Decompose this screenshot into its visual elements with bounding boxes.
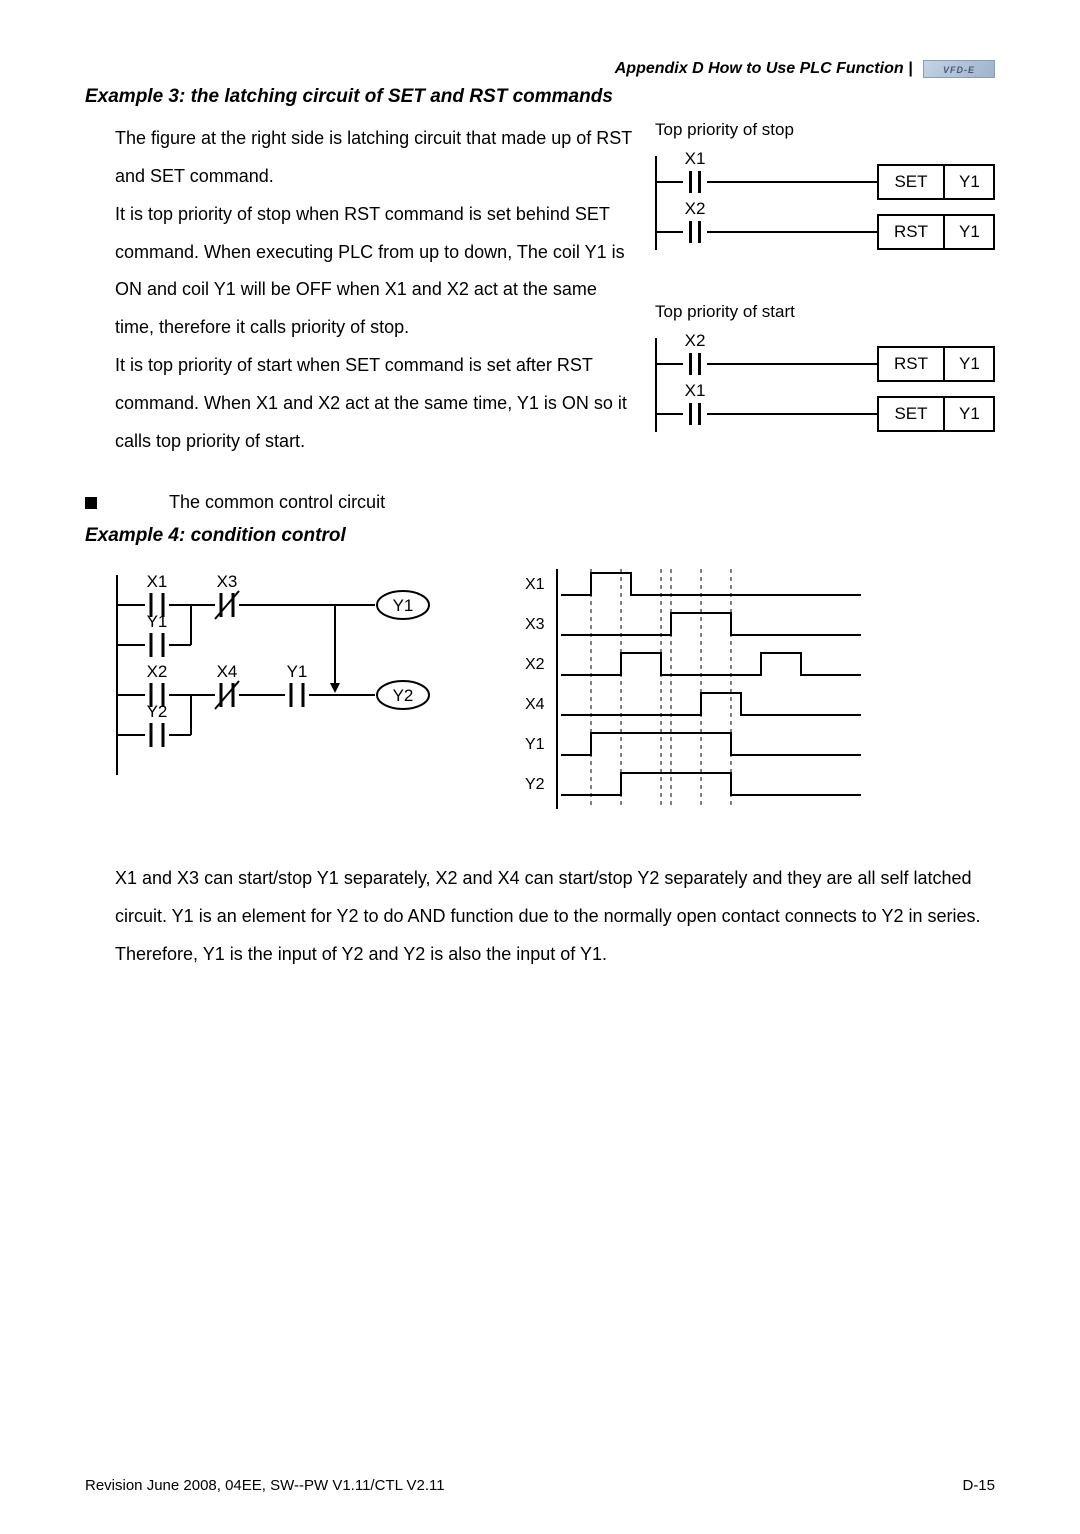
lbl: X1 [147,572,168,591]
contact-icon [683,403,707,425]
lbl: Y1 [287,662,308,681]
cmd-box: RST Y1 [877,214,995,250]
lbl: Y1 [147,612,168,631]
logo-badge: VFD-E [923,60,995,78]
contact-y1: Y1 [147,612,168,657]
lbl: X2 [147,662,168,681]
wire [707,413,877,415]
coil-y1: Y1 [393,596,414,615]
appendix-title: Appendix D How to Use PLC Function [615,60,904,77]
cmd-box: RST Y1 [877,346,995,382]
cmd-box: SET Y1 [877,396,995,432]
example4-row: X1 X3 Y1 Y1 [115,565,995,820]
lbl: X3 [217,572,238,591]
svg-text:X3: X3 [525,616,545,633]
contact-wrap: X1 [683,171,707,193]
contact-label: X1 [685,381,706,401]
lbl: X4 [217,662,238,681]
wire [655,363,683,365]
bullet-common-circuit: The common control circuit [85,492,995,513]
svg-text:Y2: Y2 [525,776,545,793]
ex3-para2: It is top priority of stop when RST comm… [115,196,635,347]
ex4-para: X1 and X3 can start/stop Y1 separately, … [115,860,995,973]
svg-text:X4: X4 [525,696,545,713]
wire [655,181,683,183]
contact-wrap: X2 [683,221,707,243]
rung-stop-1: X2 RST Y1 [655,198,995,248]
example4-ladder: X1 X3 Y1 Y1 [115,565,445,820]
cmd-box: SET Y1 [877,164,995,200]
bullet-text: The common control circuit [169,492,385,513]
wire [655,231,683,233]
rung-start-0: X2 RST Y1 [655,330,995,380]
page-header: Appendix D How to Use PLC Function | VFD… [85,60,995,78]
svg-text:X2: X2 [525,656,545,673]
example3-row: The figure at the right side is latching… [85,120,995,468]
footer-right: D-15 [962,1477,995,1494]
ladder-svg: X1 X3 Y1 Y1 [115,565,445,785]
ex3-para1: The figure at the right side is latching… [115,120,635,196]
example3-diagram-col: Top priority of stop X1 SET Y1 X2 [655,120,995,468]
example4-timing: X1 X3 X2 X4 Y1 Y2 [525,565,865,820]
ex3-para3: It is top priority of start when SET com… [115,347,635,460]
contact-y2: Y2 [147,702,168,747]
contact-label: X2 [685,199,706,219]
svg-text:Y1: Y1 [525,736,545,753]
contact-x4-nc: X4 [215,662,239,709]
contact-wrap: X2 [683,353,707,375]
cmd-label: SET [879,166,945,198]
rung-stop-0: X1 SET Y1 [655,148,995,198]
rung-start-1: X1 SET Y1 [655,380,995,430]
contact-x1: X1 [147,572,168,617]
coil-y2: Y2 [393,686,414,705]
start-priority-label: Top priority of start [655,302,995,322]
cmd-label: RST [879,348,945,380]
contact-label: X2 [685,331,706,351]
start-ladder: X2 RST Y1 X1 SET Y1 [655,330,995,440]
contact-icon [683,221,707,243]
stop-ladder: X1 SET Y1 X2 RST Y1 [655,148,995,258]
contact-wrap: X1 [683,403,707,425]
cmd-label: SET [879,398,945,430]
example4-title: Example 4: condition control [85,525,995,547]
contact-label: X1 [685,149,706,169]
lbl: Y2 [147,702,168,721]
footer-left: Revision June 2008, 04EE, SW--PW V1.11/C… [85,1477,445,1494]
stop-priority-label: Top priority of stop [655,120,995,140]
svg-text:X1: X1 [525,576,545,593]
header-divider: | [908,60,917,77]
wire [707,181,877,183]
contact-icon [683,353,707,375]
page-footer: Revision June 2008, 04EE, SW--PW V1.11/C… [85,1477,995,1494]
cmd-label: RST [879,216,945,248]
timing-svg: X1 X3 X2 X4 Y1 Y2 [525,565,865,815]
example3-text-col: The figure at the right side is latching… [85,120,635,468]
contact-x2: X2 [147,662,168,707]
example3-title: Example 3: the latching circuit of SET a… [85,86,995,108]
contact-y1b: Y1 [287,662,308,707]
cmd-out: Y1 [945,166,993,198]
wire [707,363,877,365]
bullet-square-icon [85,497,97,509]
contact-x3-nc: X3 [215,572,239,619]
cmd-out: Y1 [945,398,993,430]
wire [707,231,877,233]
contact-icon [683,171,707,193]
cmd-out: Y1 [945,348,993,380]
cmd-out: Y1 [945,216,993,248]
wire [655,413,683,415]
